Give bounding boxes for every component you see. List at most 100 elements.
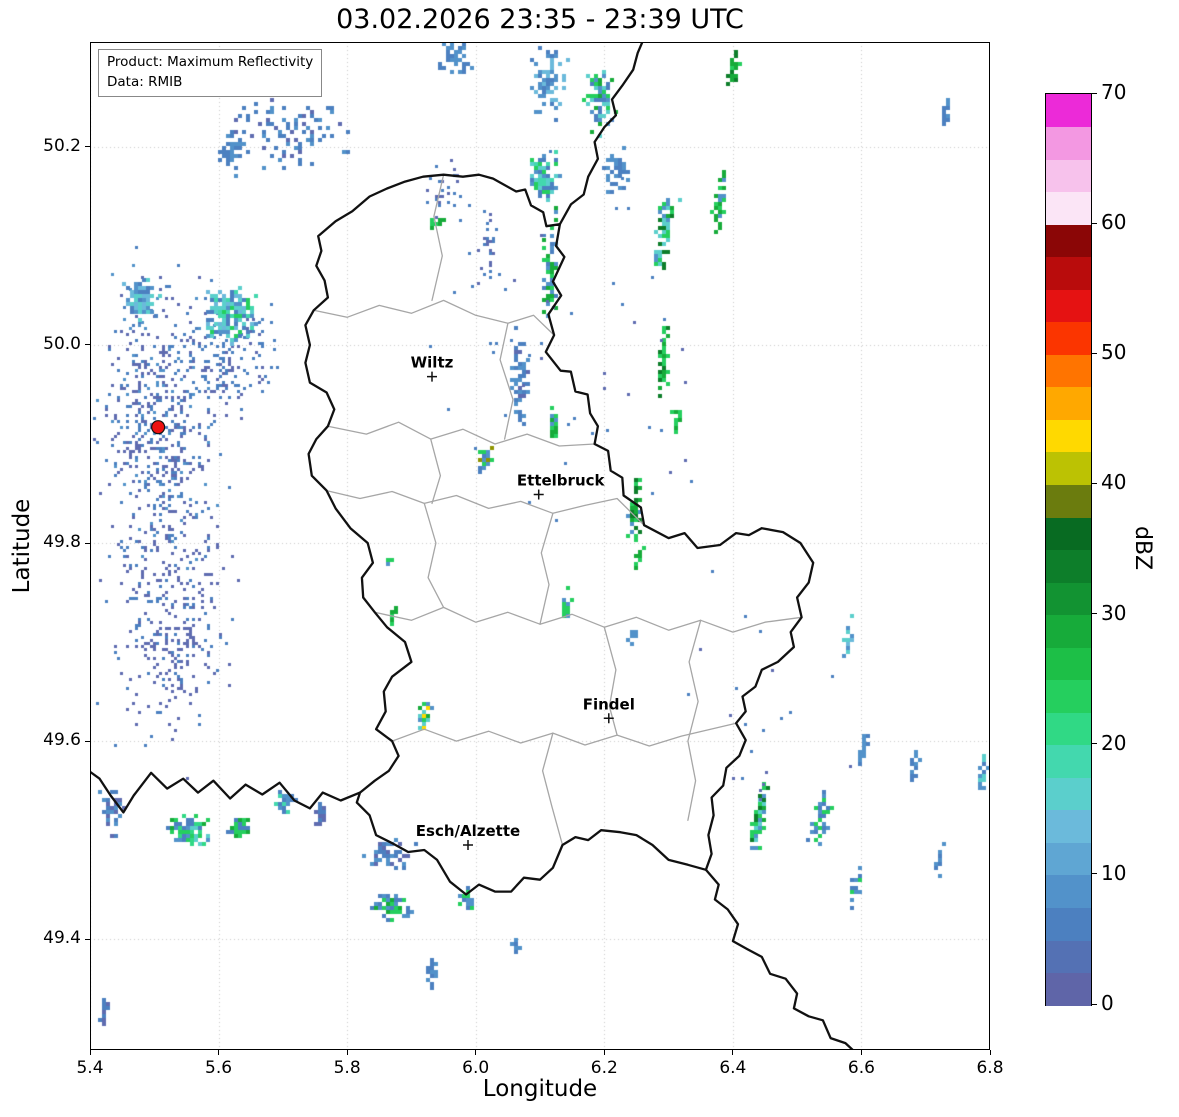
- country-border: [304, 173, 815, 896]
- colorbar-tick-mark: [1092, 613, 1097, 615]
- district-border: [539, 512, 554, 625]
- colorbar-segment: [1046, 712, 1091, 746]
- radar-site-marker: [151, 420, 166, 435]
- x-tick-mark: [475, 1050, 477, 1055]
- x-tick-label: 6.0: [462, 1058, 490, 1078]
- district-border: [391, 722, 737, 747]
- colorbar-tick-mark: [1092, 222, 1097, 224]
- x-tick-label: 6.6: [847, 1058, 875, 1078]
- colorbar-segment: [1046, 159, 1091, 193]
- colorbar-tick-label: 20: [1101, 730, 1127, 755]
- district-border: [423, 502, 445, 609]
- colorbar-tick-mark: [1092, 352, 1097, 354]
- district-border: [687, 619, 702, 821]
- x-tick-label: 6.8: [976, 1058, 1004, 1078]
- y-tick-mark: [85, 938, 90, 940]
- product-info-line1: Product: Maximum Reflectivity: [107, 54, 314, 70]
- city-marker: [427, 371, 437, 382]
- colorbar-segment: [1046, 614, 1091, 648]
- colorbar-segment: [1046, 94, 1091, 128]
- colorbar-segment: [1046, 874, 1091, 908]
- city-label: Wiltz: [411, 354, 454, 372]
- colorbar-tick-mark: [1092, 743, 1097, 745]
- colorbar-segment: [1046, 484, 1091, 518]
- x-axis-label: Longitude: [482, 1076, 598, 1102]
- x-tick-label: 5.4: [76, 1058, 104, 1078]
- y-tick-label: 49.4: [43, 928, 81, 949]
- x-tick-label: 6.2: [590, 1058, 618, 1078]
- colorbar-segment: [1046, 516, 1091, 551]
- colorbar-segment: [1046, 289, 1091, 323]
- colorbar-segment: [1046, 419, 1091, 453]
- colorbar-segment: [1046, 939, 1091, 974]
- colorbar-tick-label: 30: [1101, 600, 1127, 625]
- colorbar: [1045, 93, 1092, 1006]
- colorbar-segment: [1046, 744, 1091, 778]
- y-tick-mark: [85, 344, 90, 346]
- y-tick-mark: [85, 542, 90, 544]
- colorbar-segment: [1046, 126, 1091, 160]
- colorbar-segment: [1046, 256, 1091, 290]
- x-tick-mark: [860, 1050, 862, 1055]
- colorbar-tick-label: 70: [1101, 80, 1127, 104]
- x-tick-mark: [218, 1050, 220, 1055]
- district-border: [327, 421, 596, 447]
- colorbar-segment: [1046, 679, 1091, 713]
- colorbar-tick-label: 50: [1101, 340, 1127, 365]
- x-tick-mark: [989, 1050, 991, 1055]
- colorbar-segment: [1046, 907, 1091, 941]
- colorbar-segment: [1046, 386, 1091, 420]
- colorbar-tick-label: 40: [1101, 470, 1127, 495]
- colorbar-segment: [1046, 842, 1091, 876]
- city-label: Esch/Alzette: [416, 822, 520, 840]
- city-marker: [603, 713, 614, 724]
- colorbar-tick-mark: [1092, 92, 1097, 94]
- y-tick-mark: [85, 146, 90, 148]
- x-tick-mark: [603, 1050, 605, 1055]
- colorbar-tick-label: 0: [1101, 991, 1114, 1015]
- colorbar-tick-label: 10: [1101, 860, 1127, 885]
- y-tick-label: 49.8: [43, 532, 81, 553]
- colorbar-segment: [1046, 321, 1091, 355]
- product-info-box: Product: Maximum Reflectivity Data: RMIB: [98, 49, 323, 98]
- colorbar-tick-mark: [1092, 873, 1097, 875]
- city-label: Ettelbruck: [517, 472, 606, 490]
- colorbar-segment: [1046, 224, 1091, 258]
- colorbar-label: dBZ: [1130, 526, 1155, 571]
- country-border: [704, 868, 855, 1050]
- colorbar-segment: [1046, 354, 1091, 388]
- district-border: [541, 732, 564, 846]
- x-tick-label: 5.6: [205, 1058, 233, 1078]
- district-border: [313, 299, 555, 336]
- x-tick-mark: [89, 1050, 91, 1055]
- country-border: [558, 42, 644, 226]
- colorbar-segment: [1046, 191, 1091, 225]
- figure-title: 03.02.2026 23:35 - 23:39 UTC: [336, 4, 744, 35]
- colorbar-segment: [1046, 777, 1091, 811]
- city-marker: [533, 489, 544, 500]
- district-border: [325, 489, 645, 526]
- colorbar-segment: [1046, 809, 1091, 843]
- colorbar-segment: [1046, 451, 1091, 486]
- y-tick-label: 50.0: [43, 333, 81, 354]
- map-plot-area: Wiltz Ettelbruck Findel Esch/Alzette Produc…: [90, 42, 990, 1050]
- y-tick-label: 50.2: [43, 135, 81, 156]
- colorbar-tick-label: 60: [1101, 210, 1127, 235]
- colorbar-segment: [1046, 582, 1091, 616]
- district-border: [499, 322, 514, 440]
- city-marker: [463, 840, 473, 851]
- y-tick-label: 49.6: [43, 730, 81, 751]
- district-border: [603, 626, 618, 736]
- colorbar-tick-mark: [1092, 482, 1097, 484]
- district-border: [430, 438, 442, 505]
- plot-frame: [90, 42, 990, 1050]
- colorbar-segment: [1046, 972, 1091, 1006]
- x-tick-label: 5.8: [333, 1058, 361, 1078]
- district-border: [431, 174, 445, 302]
- map-overlay-svg: Wiltz Ettelbruck Findel Esch/Alzette: [90, 42, 990, 1050]
- colorbar-tick-mark: [1092, 1003, 1097, 1005]
- x-tick-label: 6.4: [719, 1058, 747, 1078]
- y-tick-mark: [85, 740, 90, 742]
- district-border: [374, 606, 803, 633]
